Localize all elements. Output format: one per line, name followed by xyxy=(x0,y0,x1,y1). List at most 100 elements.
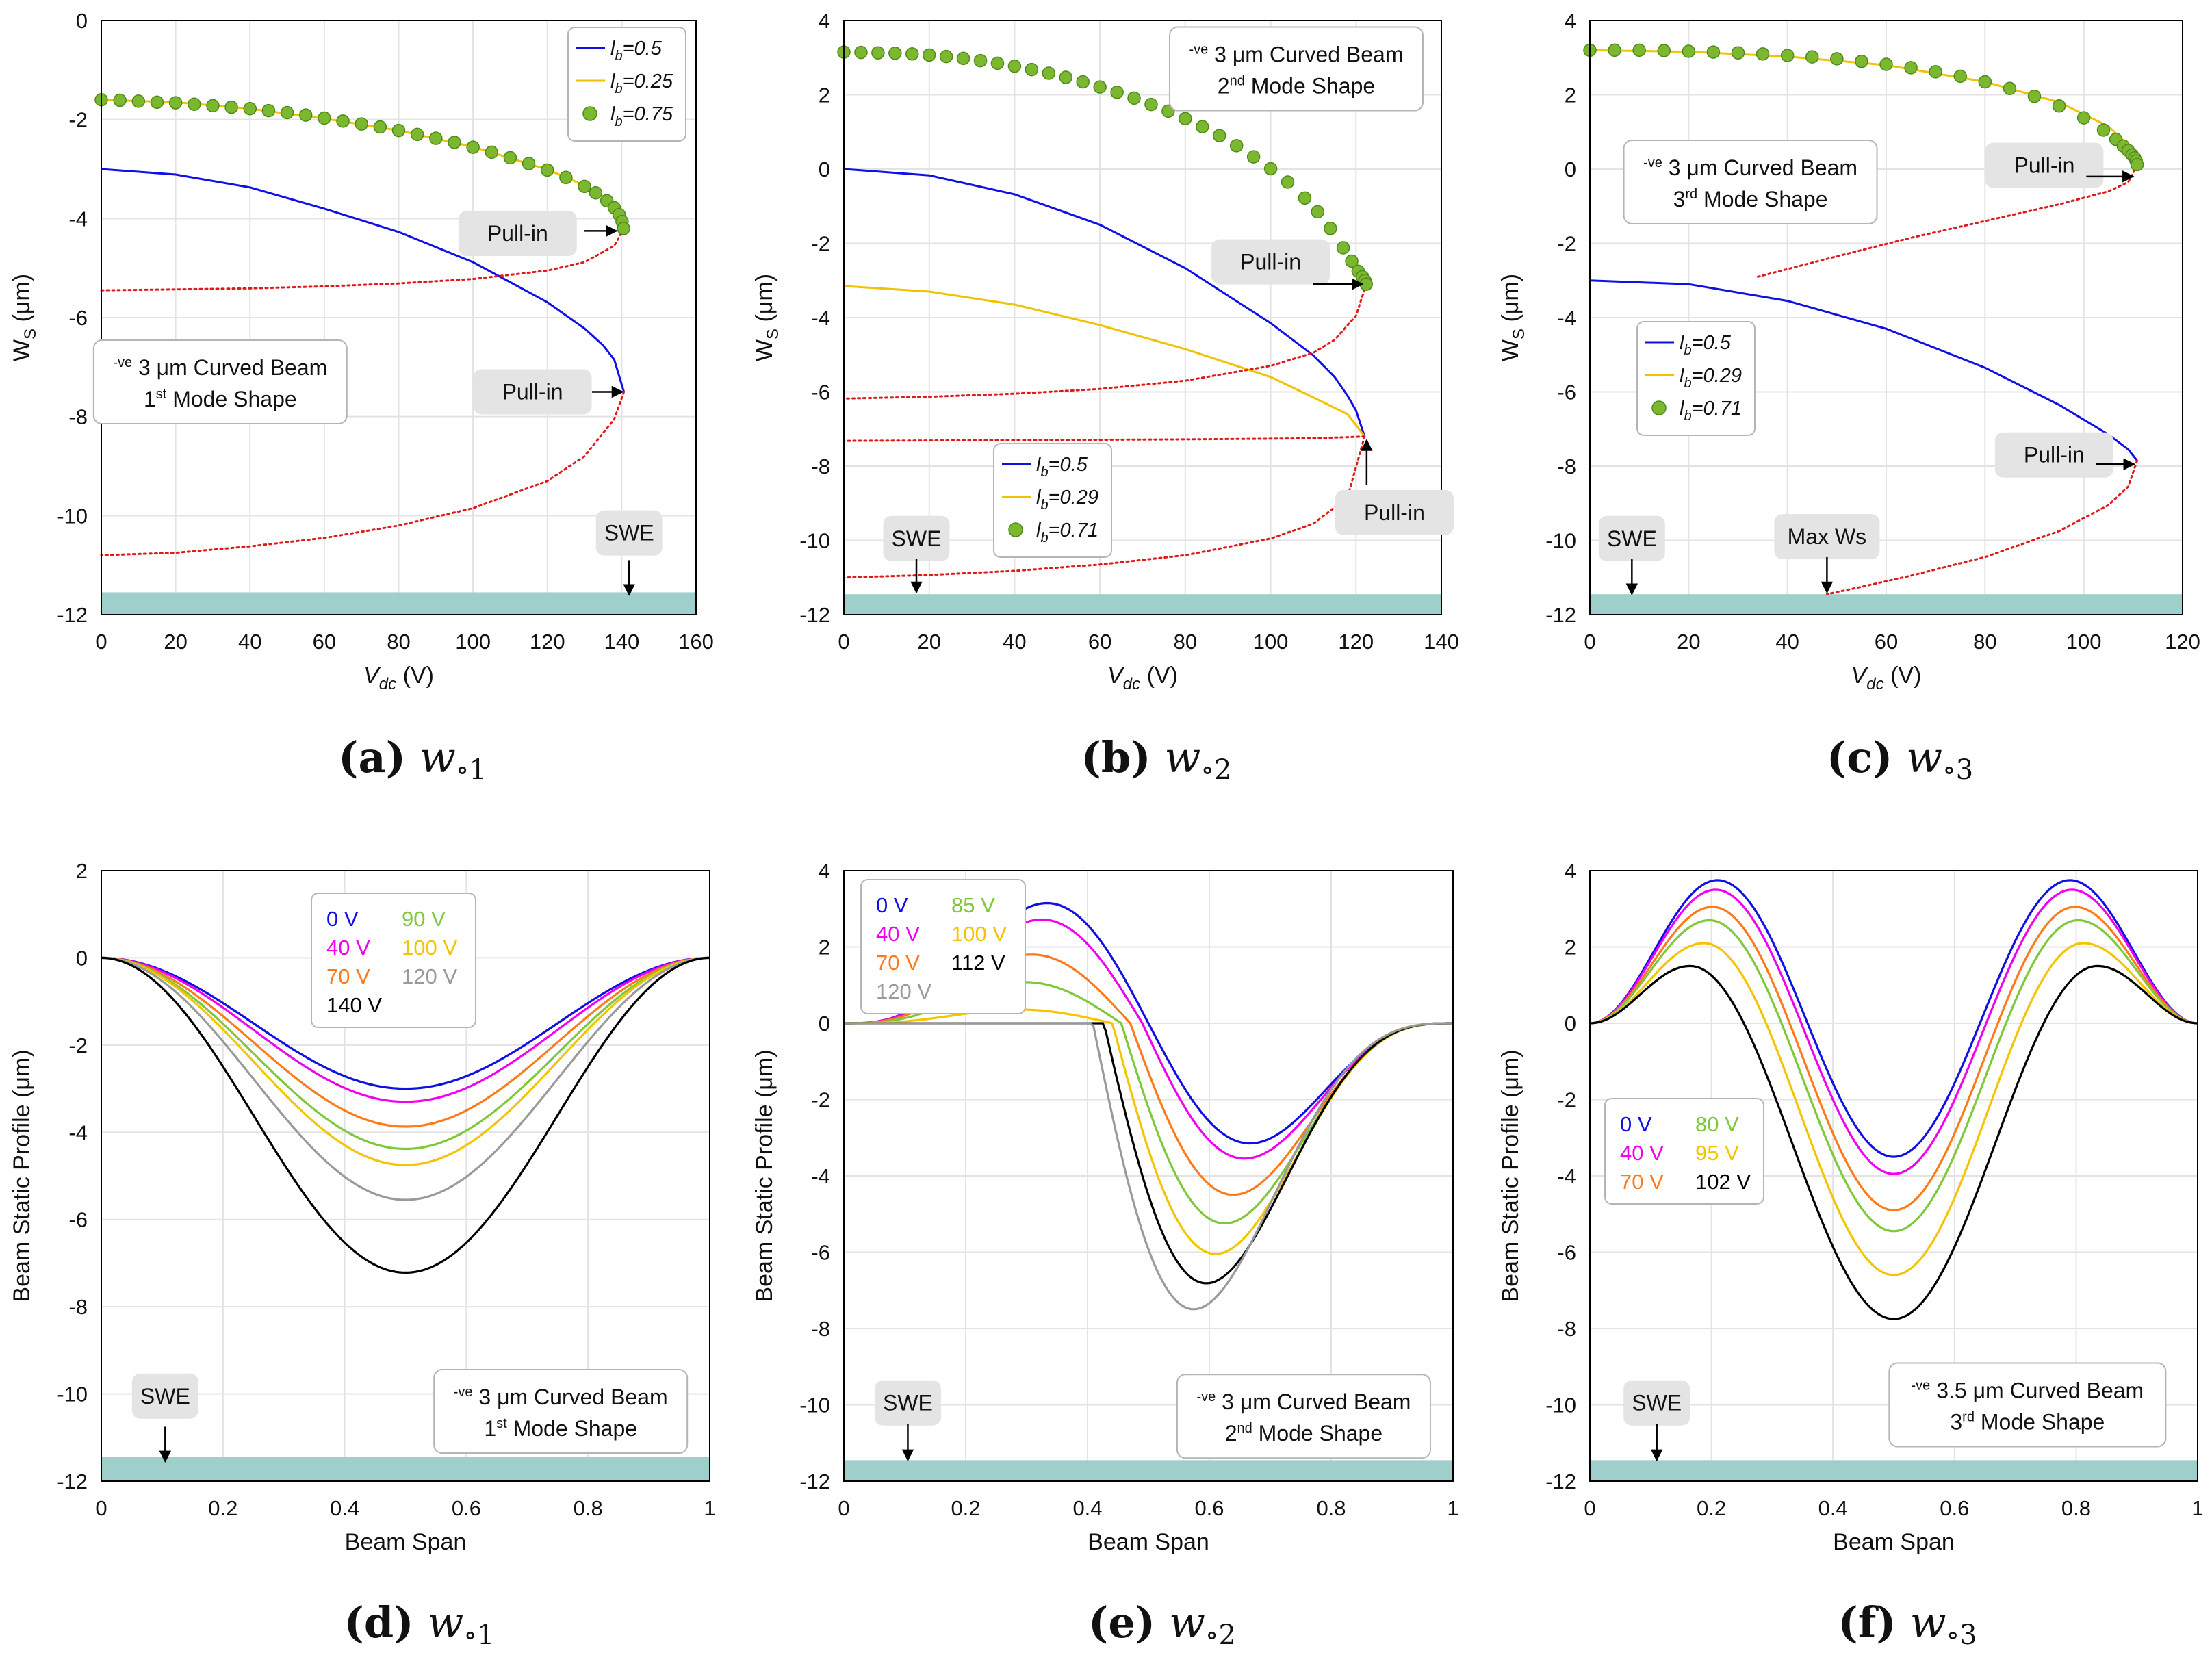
data-point xyxy=(2003,81,2017,96)
mode-shape-subtitle: 1st Mode Shape xyxy=(484,1416,637,1441)
data-point xyxy=(888,46,902,60)
data-point xyxy=(1281,175,1295,189)
y-tick-label: 2 xyxy=(819,936,830,960)
data-point xyxy=(973,53,988,68)
plot-frame xyxy=(101,20,697,615)
data-point xyxy=(1756,47,1770,61)
callout-label: SWE xyxy=(604,521,654,546)
panel-caption: (d) w∘1 xyxy=(344,1598,495,1651)
data-point xyxy=(871,46,885,60)
x-tick-label: 0 xyxy=(95,630,107,654)
mode-shape-box xyxy=(433,1369,689,1454)
y-tick-label: -6 xyxy=(1557,1241,1576,1265)
data-point xyxy=(1007,59,1022,73)
legend-entry: 0 V xyxy=(876,893,908,917)
series-line xyxy=(1589,942,2198,1276)
x-axis-label: Beam Span xyxy=(1088,1529,1209,1555)
data-point xyxy=(373,120,387,134)
legend-entry: 0 V xyxy=(326,907,359,931)
data-point xyxy=(1879,57,1893,71)
legend-entry: lb=0.5 xyxy=(1680,332,1732,358)
data-point xyxy=(1144,97,1158,112)
legend-entry: 100 V xyxy=(951,922,1007,946)
legend-entry: 80 V xyxy=(1695,1112,1739,1136)
mode-shape-subtitle: 2nd Mode Shape xyxy=(1218,74,1375,99)
y-tick-label: -4 xyxy=(68,1120,88,1144)
data-point xyxy=(429,131,443,145)
substrate-band xyxy=(844,1460,1453,1481)
substrate-band xyxy=(101,1457,710,1481)
legend-marker xyxy=(582,106,597,121)
series-line xyxy=(101,956,710,1090)
y-tick-label: 2 xyxy=(1565,936,1576,960)
x-tick-label: 0 xyxy=(1584,1496,1595,1520)
data-point xyxy=(854,45,868,60)
data-point xyxy=(1311,205,1324,219)
data-point xyxy=(466,140,480,154)
x-tick-label: 0.2 xyxy=(1697,1496,1726,1520)
chart-c: 0 20 40 60 80 100 120 -12 -10 -8 -6 -4 -2 0 2 4 Vdc (V) W… xyxy=(1497,9,2200,786)
y-tick-label: -12 xyxy=(799,1470,830,1493)
legend-entry: 120 V xyxy=(402,964,457,988)
y-tick-label: -4 xyxy=(811,1164,830,1188)
legend-box xyxy=(860,879,1026,1014)
data-point xyxy=(2130,157,2144,172)
mode-shape-subtitle: 1st Mode Shape xyxy=(144,387,297,411)
y-tick-label: 0 xyxy=(76,9,88,33)
data-point xyxy=(224,100,238,114)
mode-shape-subtitle: 3rd Mode Shape xyxy=(1950,1410,2105,1435)
y-tick-label: -2 xyxy=(811,1088,830,1112)
x-tick-label: 80 xyxy=(387,630,410,654)
data-point xyxy=(131,94,146,108)
y-tick-label: 0 xyxy=(1565,1012,1576,1036)
panel-caption: (b) w∘2 xyxy=(1081,732,1232,786)
y-tick-label: -6 xyxy=(68,1208,88,1232)
x-tick-label: 40 xyxy=(1003,630,1026,654)
mode-shape-box xyxy=(1168,26,1424,112)
data-point xyxy=(922,48,936,62)
x-tick-label: 1 xyxy=(704,1496,715,1520)
series-line xyxy=(1589,279,2138,461)
callout-label: Pull-in xyxy=(487,221,548,246)
x-tick-label: 80 xyxy=(1174,630,1197,654)
legend-entry: 85 V xyxy=(951,893,995,917)
series-line xyxy=(843,168,1366,437)
data-point xyxy=(1657,44,1671,57)
data-point xyxy=(1929,65,1942,79)
data-point xyxy=(1093,80,1107,94)
x-tick-label: 40 xyxy=(238,630,261,654)
data-point xyxy=(1110,85,1124,99)
y-tick-label: -8 xyxy=(1557,1317,1576,1341)
data-point xyxy=(905,47,919,61)
y-axis-label: WS (μm) xyxy=(1497,274,1528,361)
y-tick-label: -12 xyxy=(57,603,88,627)
y-tick-label: -10 xyxy=(1545,529,1576,553)
data-point xyxy=(1179,112,1192,125)
callout-bubble xyxy=(458,211,577,257)
y-axis-label: Beam Static Profile (μm) xyxy=(1497,1049,1523,1302)
series-line xyxy=(101,168,626,392)
y-tick-label: 2 xyxy=(1565,84,1576,107)
data-point xyxy=(1042,66,1056,80)
y-tick-label: -12 xyxy=(57,1470,88,1493)
data-point xyxy=(503,151,517,165)
data-point xyxy=(1780,49,1795,62)
series-line xyxy=(1589,879,2198,1158)
legend-entry: 90 V xyxy=(402,907,446,931)
y-tick-label: -10 xyxy=(799,529,830,553)
x-tick-label: 0 xyxy=(1584,630,1595,654)
chart-e: 0 0.2 0.4 0.6 0.8 1 -12 -10 -8 -6 -4 -2 0 2 4 Beam Span… xyxy=(751,859,1459,1651)
series-unstable-line xyxy=(100,227,626,292)
x-tick-label: 0.2 xyxy=(208,1496,237,1520)
mode-shape-title: -ve 3 μm Curved Beam xyxy=(1196,1389,1411,1414)
substrate-band xyxy=(844,594,1441,615)
y-tick-label: -8 xyxy=(811,1317,830,1341)
y-tick-label: -12 xyxy=(1545,603,1576,627)
mode-shape-title: -ve 3 μm Curved Beam xyxy=(113,355,327,380)
legend-entry: lb=0.25 xyxy=(610,70,673,97)
callout-bubble xyxy=(1623,1380,1690,1426)
data-point xyxy=(410,127,424,142)
data-point xyxy=(1978,75,1992,89)
legend-entry: lb=0.71 xyxy=(1036,519,1098,546)
